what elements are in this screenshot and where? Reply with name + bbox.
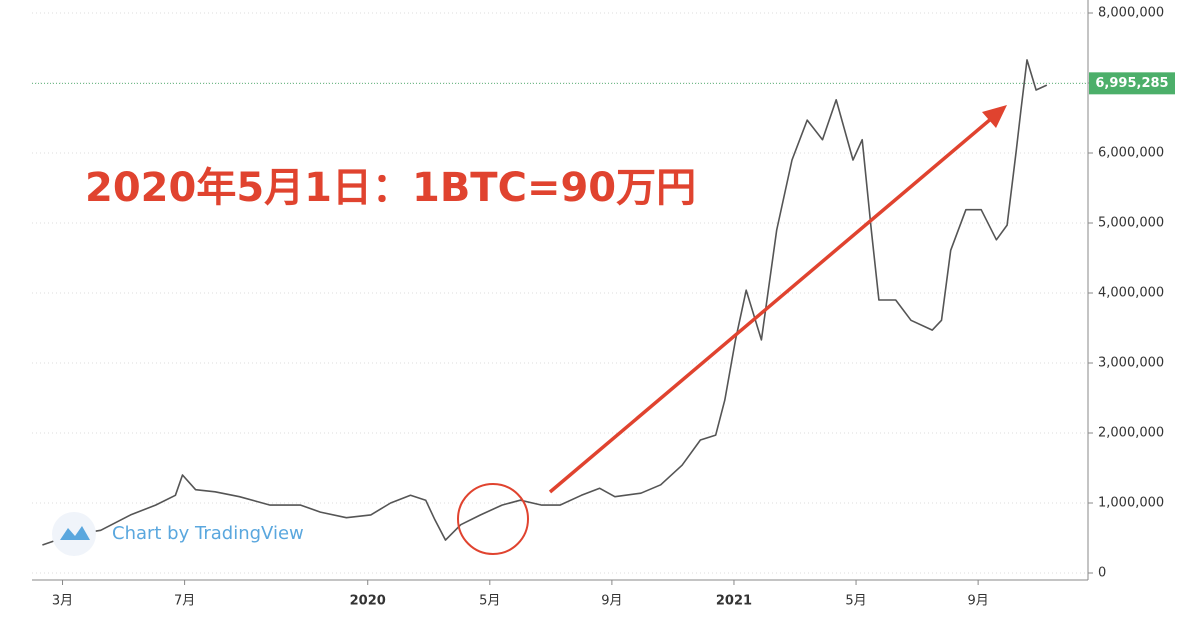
plot — [32, 12, 1088, 574]
x-tick-label: 2021 — [716, 594, 752, 609]
y-tick-label: 6,000,000 — [1098, 146, 1164, 161]
highlight-circle — [457, 483, 529, 555]
y-tick-label: 1,000,000 — [1098, 496, 1164, 511]
watermark: Chart by TradingView — [52, 512, 304, 556]
watermark-icon — [60, 526, 90, 540]
arrow-head — [982, 105, 1007, 128]
y-tick-label: 3,000,000 — [1098, 356, 1164, 371]
x-tick-label: 5月 — [845, 594, 866, 609]
price-label: 6,995,285 — [1095, 76, 1168, 91]
y-tick-label: 4,000,000 — [1098, 286, 1164, 301]
watermark-logo — [52, 512, 96, 556]
annotation: 2020年5月1日：1BTC=90万円 — [85, 165, 696, 211]
y-tick-label: 8,000,000 — [1098, 6, 1164, 21]
x-tick-label: 9月 — [601, 594, 622, 609]
price-label-box — [1089, 72, 1175, 95]
y-tick-label: 2,000,000 — [1098, 426, 1164, 441]
y-tick-label: 0 — [1098, 566, 1106, 581]
x-tick-label: 3月 — [52, 594, 73, 609]
trend-arrow — [548, 116, 994, 494]
price-series — [42, 59, 1048, 546]
y-tick-label: 5,000,000 — [1098, 216, 1164, 231]
x-tick-label: 2020 — [350, 594, 386, 609]
x-tick-label: 9月 — [967, 594, 988, 609]
x-tick-label: 5月 — [479, 594, 500, 609]
x-tick-label: 7月 — [174, 594, 195, 609]
watermark-text: Chart by TradingView — [112, 523, 304, 544]
